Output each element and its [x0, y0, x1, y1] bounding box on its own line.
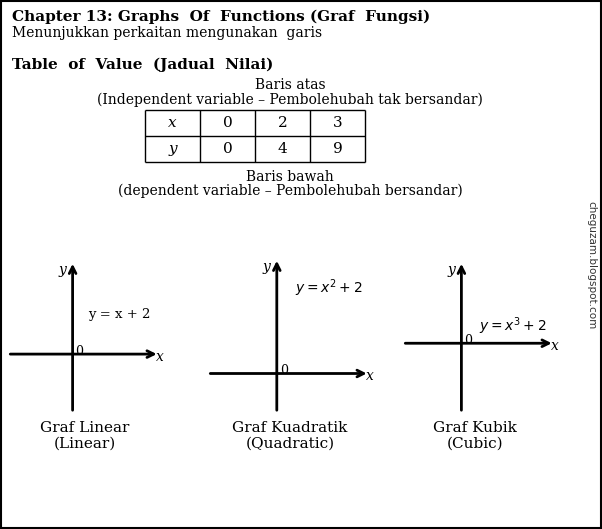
Text: x: x — [155, 350, 163, 364]
Text: Table  of  Value  (Jadual  Nilai): Table of Value (Jadual Nilai) — [12, 58, 273, 72]
Text: (dependent variable – Pembolehubah bersandar): (dependent variable – Pembolehubah bersa… — [117, 184, 462, 198]
Text: 9: 9 — [333, 142, 343, 156]
Text: $y = x^2 + 2$: $y = x^2 + 2$ — [295, 277, 362, 298]
Text: 3: 3 — [333, 116, 343, 130]
Text: (Linear): (Linear) — [54, 437, 116, 451]
Text: y: y — [168, 142, 177, 156]
Text: 0: 0 — [280, 364, 288, 378]
Text: (Quadratic): (Quadratic) — [246, 437, 335, 451]
Text: y: y — [263, 260, 271, 274]
Text: (Cubic): (Cubic) — [447, 437, 503, 451]
Text: Baris atas: Baris atas — [255, 78, 325, 92]
Text: y = x + 2: y = x + 2 — [88, 307, 150, 321]
Text: 0: 0 — [223, 142, 232, 156]
Text: 0: 0 — [464, 334, 473, 347]
Text: Graf Kubik: Graf Kubik — [433, 421, 517, 435]
Text: y: y — [447, 263, 455, 277]
Text: Graf Linear: Graf Linear — [40, 421, 129, 435]
Text: x: x — [551, 339, 559, 353]
Text: y: y — [58, 263, 67, 277]
Text: Chapter 13: Graphs  Of  Functions (Graf  Fungsi): Chapter 13: Graphs Of Functions (Graf Fu… — [12, 10, 430, 24]
Text: 0: 0 — [223, 116, 232, 130]
Text: cheguzam.blogspot.com: cheguzam.blogspot.com — [586, 201, 596, 329]
Text: 2: 2 — [278, 116, 287, 130]
Text: 4: 4 — [278, 142, 287, 156]
Text: 0: 0 — [76, 345, 84, 358]
Text: Graf Kuadratik: Graf Kuadratik — [232, 421, 348, 435]
Text: $y = x^3 + 2$: $y = x^3 + 2$ — [479, 315, 547, 337]
Text: Menunjukkan perkaitan mengunakan  garis: Menunjukkan perkaitan mengunakan garis — [12, 26, 322, 40]
Text: x: x — [365, 369, 373, 384]
Text: Baris bawah: Baris bawah — [246, 170, 334, 184]
Text: (Independent variable – Pembolehubah tak bersandar): (Independent variable – Pembolehubah tak… — [97, 93, 483, 107]
Text: x: x — [168, 116, 177, 130]
